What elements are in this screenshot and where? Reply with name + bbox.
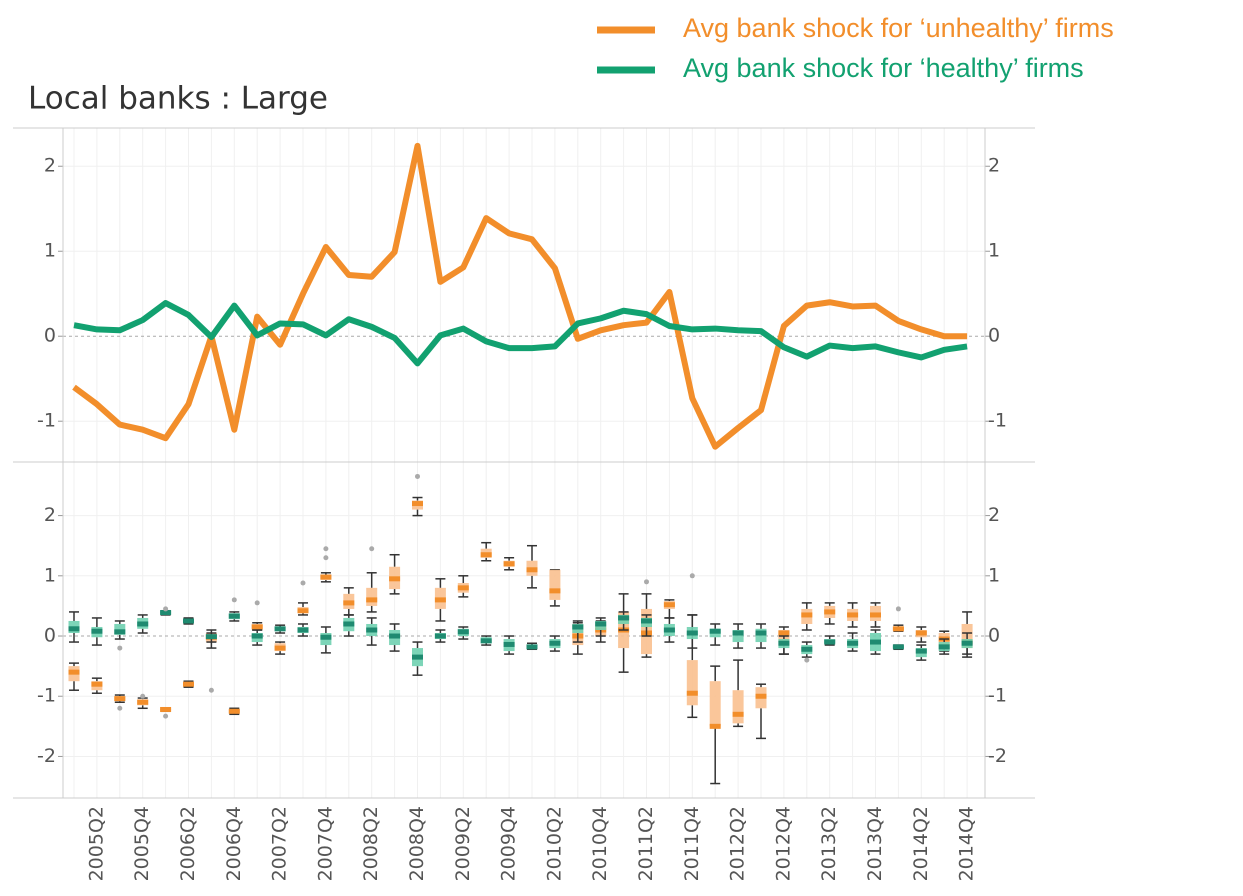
y-tick-label: -1: [988, 685, 1007, 707]
y-tick-label: 1: [44, 564, 56, 586]
box: [686, 660, 698, 706]
outlier: [231, 597, 237, 603]
x-tick-label: 2012Q4: [772, 806, 794, 881]
x-tick-label: 2007Q2: [269, 806, 291, 881]
x-tick-label: 2005Q2: [85, 806, 107, 881]
outlier: [254, 600, 260, 606]
x-tick-label: 2008Q4: [406, 806, 428, 881]
outlier: [323, 555, 329, 561]
x-tick-label: 2006Q2: [177, 806, 199, 881]
outlier: [689, 573, 695, 579]
y-tick-label: -2: [988, 745, 1007, 767]
outlier: [415, 473, 420, 479]
y-tick-label: -1: [988, 410, 1007, 432]
y-tick-label: 0: [988, 625, 1000, 647]
box: [549, 569, 561, 600]
line: [72, 142, 968, 450]
outlier: [323, 546, 329, 552]
y-tick-label: 1: [44, 240, 56, 262]
x-tick-label: 2008Q2: [360, 806, 382, 881]
y-tick-label: 2: [44, 504, 56, 526]
y-tick-label: -1: [37, 410, 56, 432]
chart-title: Local banks : Large: [28, 81, 328, 117]
x-tick-label: 2010Q4: [589, 806, 611, 881]
y-tick-label: 0: [988, 325, 1000, 347]
x-tick-label: 2005Q4: [131, 806, 153, 881]
x-tick-label: 2007Q4: [314, 806, 336, 881]
legend-label: Avg bank shock for ‘unhealthy’ firms: [683, 13, 1114, 43]
x-tick-label: 2010Q2: [543, 806, 565, 881]
outlier: [804, 657, 810, 663]
outlier: [369, 546, 375, 552]
y-tick-label: 2: [44, 155, 56, 177]
x-tick-label: 2013Q4: [864, 806, 886, 881]
x-tick-label: 2014Q2: [910, 806, 932, 881]
x-tick-label: 2009Q2: [452, 806, 474, 881]
outlier: [644, 579, 649, 585]
outlier: [300, 580, 306, 586]
y-tick-label: 2: [988, 504, 1000, 526]
box: [709, 681, 721, 727]
y-tick-label: -1: [37, 685, 56, 707]
y-tick-label: 2: [988, 155, 1000, 177]
outlier: [163, 606, 169, 612]
x-tick-label: 2006Q4: [223, 806, 245, 881]
outlier: [163, 713, 169, 719]
x-tick-label: 2014Q4: [956, 806, 978, 881]
outlier: [895, 606, 901, 612]
box: [366, 587, 378, 606]
line: [73, 300, 968, 367]
x-tick-label: 2009Q4: [498, 806, 520, 881]
box: [732, 690, 744, 724]
x-tick-label: 2011Q4: [681, 806, 703, 881]
y-tick-label: 1: [988, 240, 1000, 262]
box: [732, 630, 744, 643]
x-tick-label: 2013Q2: [818, 806, 840, 881]
y-tick-label: 0: [44, 325, 56, 347]
y-tick-label: 0: [44, 625, 56, 647]
legend-label: Avg bank shock for ‘healthy’ firms: [683, 53, 1084, 83]
outlier: [117, 645, 123, 651]
x-tick-label: 2011Q2: [635, 806, 657, 881]
outlier: [117, 705, 123, 711]
y-tick-label: 1: [988, 564, 1000, 586]
outlier: [208, 687, 214, 693]
y-tick-label: -2: [37, 745, 56, 767]
x-tick-label: 2012Q2: [727, 806, 749, 881]
outlier: [140, 693, 146, 699]
